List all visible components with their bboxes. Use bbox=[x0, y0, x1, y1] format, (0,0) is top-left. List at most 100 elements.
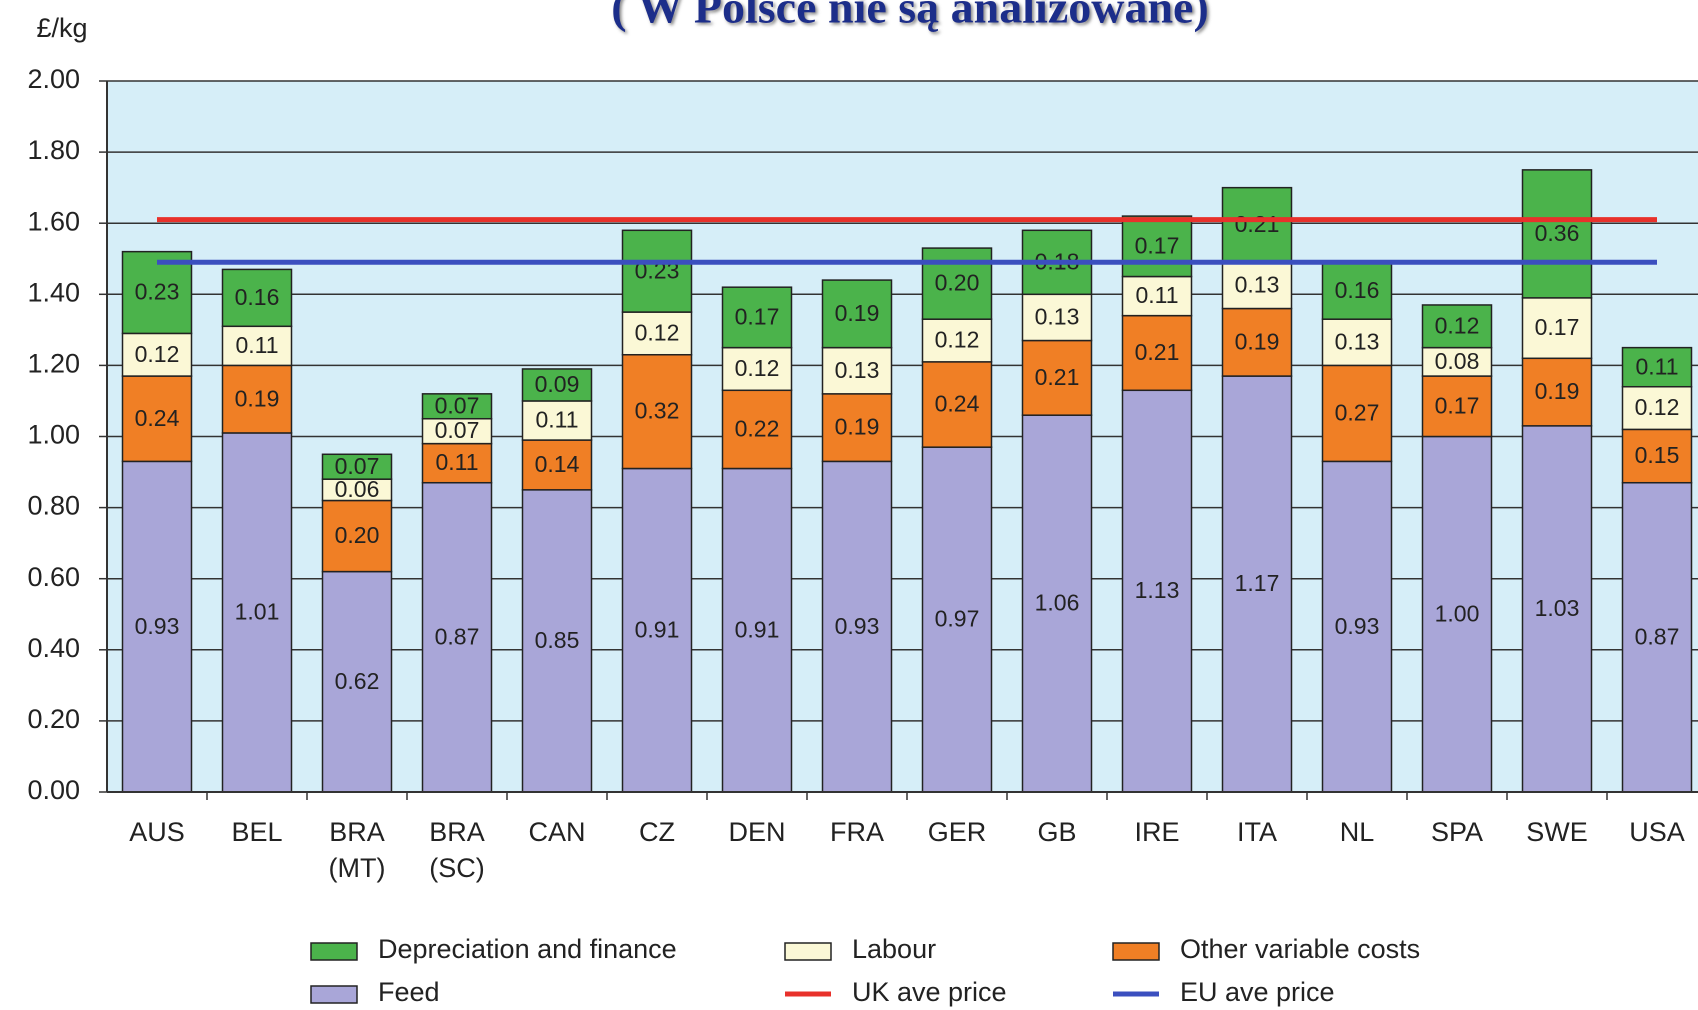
value-label: 1.13 bbox=[1135, 577, 1180, 603]
bar-segment bbox=[1321, 318, 1393, 367]
x-tick-label-line: (SC) bbox=[429, 853, 485, 883]
bar-segment bbox=[621, 353, 693, 470]
x-tick-label: DEN bbox=[728, 817, 785, 847]
x-tick-label-line: SWE bbox=[1526, 817, 1588, 847]
bar-segment bbox=[1221, 186, 1293, 264]
x-tick-label-line: USA bbox=[1629, 817, 1685, 847]
value-label: 0.07 bbox=[435, 392, 480, 418]
value-label: 0.19 bbox=[1235, 328, 1280, 354]
bar-segment bbox=[321, 570, 393, 793]
legend-label: EU ave price bbox=[1180, 977, 1335, 1007]
value-label: 0.87 bbox=[1635, 623, 1680, 649]
value-label: 0.14 bbox=[535, 451, 580, 477]
x-tick-label-line: GER bbox=[928, 817, 987, 847]
x-tick-label-line: CAN bbox=[528, 817, 585, 847]
bar-segment bbox=[1221, 307, 1293, 377]
x-tick-label: ITA bbox=[1237, 817, 1277, 847]
value-label: 0.93 bbox=[835, 613, 880, 639]
value-label: 0.08 bbox=[1435, 348, 1480, 374]
bar-segment bbox=[1421, 435, 1493, 793]
value-label: 0.17 bbox=[1535, 314, 1580, 340]
bar-segment bbox=[1421, 304, 1493, 349]
bar-segment bbox=[1621, 481, 1693, 793]
x-tick-label-line: BEL bbox=[231, 817, 282, 847]
x-tick-label: BEL bbox=[231, 817, 282, 847]
bar-segment bbox=[1421, 346, 1493, 377]
legend-swatch bbox=[784, 942, 832, 961]
value-label: 0.20 bbox=[935, 270, 980, 296]
bar-segment bbox=[321, 499, 393, 573]
value-label: 1.06 bbox=[1035, 590, 1080, 616]
value-label: 0.91 bbox=[735, 616, 780, 642]
bar-segment bbox=[1421, 375, 1493, 438]
y-axis-label: £/kg bbox=[36, 13, 87, 43]
value-label: 0.12 bbox=[1435, 312, 1480, 338]
legend-swatch bbox=[310, 942, 358, 961]
value-label: 0.87 bbox=[435, 623, 480, 649]
y-tick-label: 0.40 bbox=[27, 633, 80, 663]
x-tick-label-line: CZ bbox=[639, 817, 675, 847]
x-tick-label-line: BRA bbox=[329, 817, 385, 847]
value-label: 0.32 bbox=[635, 398, 680, 424]
legend-label: UK ave price bbox=[852, 977, 1007, 1007]
value-label: 0.12 bbox=[935, 327, 980, 353]
bar-segment bbox=[121, 375, 193, 463]
x-tick-label-line: FRA bbox=[830, 817, 884, 847]
x-tick-label: USA bbox=[1629, 817, 1685, 847]
bar-segment bbox=[321, 453, 393, 480]
value-label: 0.07 bbox=[435, 417, 480, 443]
value-label: 0.13 bbox=[1035, 303, 1080, 329]
bar-segment bbox=[521, 368, 593, 402]
bar-segment bbox=[1121, 389, 1193, 793]
value-label: 0.91 bbox=[635, 616, 680, 642]
value-label: 0.16 bbox=[1335, 277, 1380, 303]
bar-segment bbox=[1521, 425, 1593, 793]
value-label: 0.13 bbox=[1235, 271, 1280, 297]
value-label: 1.17 bbox=[1235, 570, 1280, 596]
value-label: 0.19 bbox=[1535, 378, 1580, 404]
bar-segment bbox=[1321, 364, 1393, 463]
bar-segment bbox=[1521, 357, 1593, 427]
x-tick-label-line: IRE bbox=[1134, 817, 1179, 847]
bar-segment bbox=[521, 489, 593, 793]
value-label: 0.11 bbox=[535, 407, 578, 433]
value-label: 0.11 bbox=[235, 332, 278, 358]
y-tick-label: 0.80 bbox=[27, 491, 80, 521]
x-tick-label-line: DEN bbox=[728, 817, 785, 847]
x-tick-label-line: NL bbox=[1340, 817, 1375, 847]
legend-label: Depreciation and finance bbox=[378, 934, 677, 964]
value-label: 0.16 bbox=[235, 284, 280, 310]
bar-segment bbox=[221, 432, 293, 793]
x-tick-label: BRA (MT) bbox=[329, 817, 386, 883]
value-label: 0.12 bbox=[135, 341, 180, 367]
value-label: 0.13 bbox=[1335, 328, 1380, 354]
y-tick-label: 1.00 bbox=[27, 420, 80, 450]
x-tick-label-line: AUS bbox=[129, 817, 185, 847]
value-label: 0.07 bbox=[335, 453, 380, 479]
bar-segment bbox=[421, 481, 493, 793]
bar-segment bbox=[1121, 215, 1193, 278]
y-tick-label: 0.00 bbox=[27, 775, 80, 805]
value-label: 0.19 bbox=[235, 385, 280, 411]
value-label: 0.21 bbox=[1035, 364, 1080, 390]
bar-segment bbox=[1321, 261, 1393, 320]
value-label: 0.11 bbox=[435, 449, 478, 475]
value-label: 0.19 bbox=[835, 300, 880, 326]
value-label: 0.12 bbox=[1635, 394, 1680, 420]
y-tick-label: 0.20 bbox=[27, 704, 80, 734]
bar-segment bbox=[421, 393, 493, 420]
y-tick-label: 1.40 bbox=[27, 277, 80, 307]
x-tick-label-line: (MT) bbox=[329, 853, 386, 883]
x-tick-label: FRA bbox=[830, 817, 884, 847]
x-tick-label-line: BRA bbox=[429, 817, 485, 847]
y-tick-label: 1.20 bbox=[27, 349, 80, 379]
x-tick-label-line: SPA bbox=[1431, 817, 1483, 847]
bar-segment bbox=[821, 346, 893, 395]
bar-segment bbox=[821, 279, 893, 349]
bar-segment bbox=[1621, 428, 1693, 484]
bar-segment bbox=[721, 286, 793, 349]
y-tick-label: 2.00 bbox=[27, 64, 80, 94]
chart-title: ( W Polsce nie są analizowane) bbox=[611, 0, 1209, 33]
value-label: 0.11 bbox=[1135, 282, 1178, 308]
bar-segment bbox=[1221, 375, 1293, 793]
